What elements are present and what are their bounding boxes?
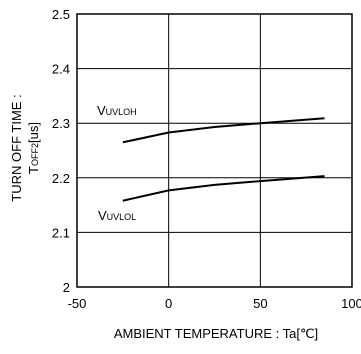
plot-frame	[76, 13, 353, 288]
y-tick-label: 2	[63, 280, 70, 295]
y-tick-label: 2.3	[52, 116, 70, 131]
x-tick-label: 0	[165, 296, 172, 311]
series-line-vuvlol	[122, 175, 325, 202]
svg-text:TOFF2[us]: TOFF2[us]	[26, 122, 41, 174]
x-axis-title: AMBIENT TEMPERATURE : Ta[℃]	[114, 326, 318, 341]
series-line-vuvloh	[122, 117, 325, 144]
series-label-vuvlol: VUVLOL	[98, 208, 136, 223]
y-tick-label: 2.5	[52, 7, 70, 22]
svg-text:TURN OFF TIME :: TURN OFF TIME :	[9, 94, 24, 201]
x-tick-label: 100	[341, 296, 361, 311]
grid	[77, 14, 352, 287]
series-label-vuvloh: VUVLOH	[97, 103, 137, 118]
y-axis-unit-label: TOFF2[us]	[26, 122, 41, 174]
series-lines	[122, 117, 325, 202]
y-tick-label: 2.4	[52, 62, 70, 77]
y-axis-title: TURN OFF TIME :	[9, 94, 24, 201]
x-tick-label: -50	[68, 296, 87, 311]
y-tick-label: 2.1	[52, 225, 70, 240]
x-tick-label: 50	[253, 296, 267, 311]
y-tick-label: 2.2	[52, 171, 70, 186]
x-tick-labels: -50 0 50 100	[68, 296, 361, 311]
y-tick-labels: 2 2.1 2.2 2.3 2.4 2.5	[52, 7, 70, 295]
